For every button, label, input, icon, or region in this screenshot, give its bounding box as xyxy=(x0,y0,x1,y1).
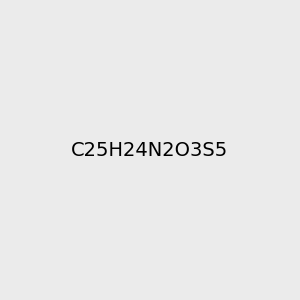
Text: C25H24N2O3S5: C25H24N2O3S5 xyxy=(71,140,229,160)
